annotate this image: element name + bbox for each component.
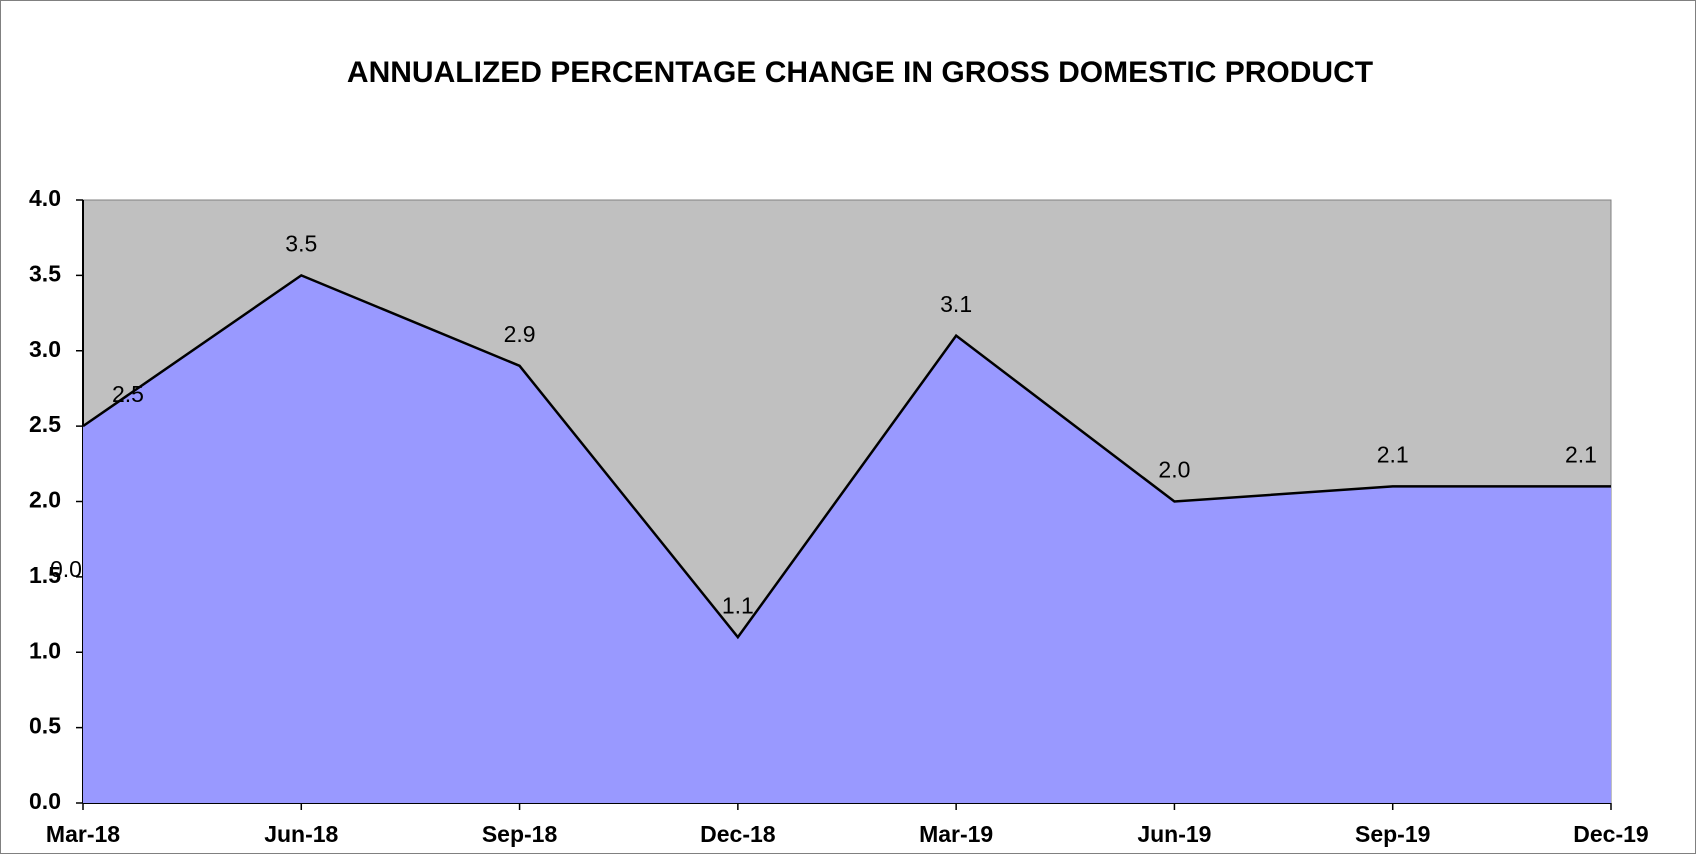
area	[83, 275, 1611, 803]
y-tick-label: 0.5	[29, 713, 61, 739]
y-tick-label: 3.0	[29, 336, 61, 362]
x-tick-label: Dec-19	[1573, 821, 1648, 847]
x-tick-label: Sep-19	[1355, 821, 1430, 847]
annotation: 0.0	[50, 556, 82, 582]
y-tick-label: 3.5	[29, 260, 61, 286]
data-label: 2.0	[1158, 457, 1190, 483]
x-tick-label: Mar-18	[46, 821, 120, 847]
data-label: 1.1	[722, 592, 754, 618]
x-tick-label: Mar-19	[919, 821, 993, 847]
x-tick-label: Jun-18	[264, 821, 338, 847]
y-tick-label: 4.0	[29, 185, 61, 211]
y-tick-label: 2.5	[29, 411, 61, 437]
data-label: 3.5	[285, 230, 317, 256]
y-tick-label: 0.0	[29, 788, 61, 814]
x-tick-label: Jun-19	[1137, 821, 1211, 847]
x-tick-label: Dec-18	[700, 821, 776, 847]
y-tick-label: 2.0	[29, 487, 61, 513]
data-label: 2.1	[1377, 442, 1409, 468]
chart-title: ANNUALIZED PERCENTAGE CHANGE IN GROSS DO…	[347, 56, 1373, 89]
data-label: 2.9	[504, 321, 536, 347]
data-label: 2.1	[1565, 442, 1597, 468]
area-line	[82, 273, 1611, 640]
x-tick-label: Sep-18	[482, 821, 558, 847]
y-tick-label: 1.0	[29, 637, 61, 663]
data-label: 2.5	[112, 381, 144, 407]
data-label: 3.1	[940, 291, 972, 317]
y-tick-label: 1.5	[29, 562, 61, 588]
